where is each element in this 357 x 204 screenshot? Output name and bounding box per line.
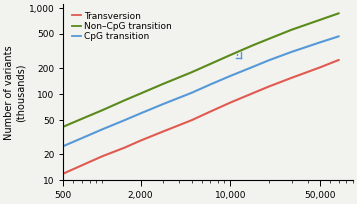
Legend: Transversion, Non–CpG transition, CpG transition: Transversion, Non–CpG transition, CpG tr…	[71, 11, 173, 42]
Y-axis label: Number of variants
(thousands): Number of variants (thousands)	[4, 45, 26, 140]
